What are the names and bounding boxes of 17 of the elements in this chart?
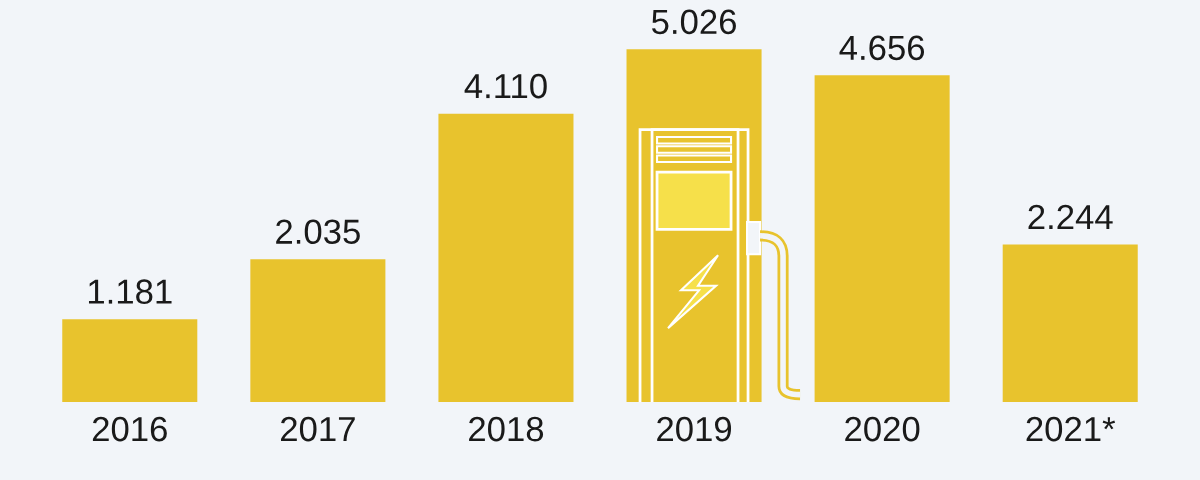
bar [814,75,950,402]
data-label: 4.656 [839,35,925,61]
data-label: 2.035 [276,219,360,245]
data-label: 4.110 [464,73,547,99]
x-tick-label: 2016 [92,416,167,442]
x-tick-label: 2020 [845,416,920,442]
x-tick-label: 2018 [469,416,544,442]
data-label: 5.026 [651,9,736,35]
x-tick-label: 2021* [1026,416,1116,442]
data-label: 1.181 [88,279,172,304]
x-tick-label: 2017 [281,416,355,442]
bar [62,319,198,402]
bar [1002,244,1138,402]
x-tick-label: 2019 [657,416,732,442]
data-label: 2.244 [1028,204,1113,230]
bar [438,113,574,402]
bar [250,259,386,402]
